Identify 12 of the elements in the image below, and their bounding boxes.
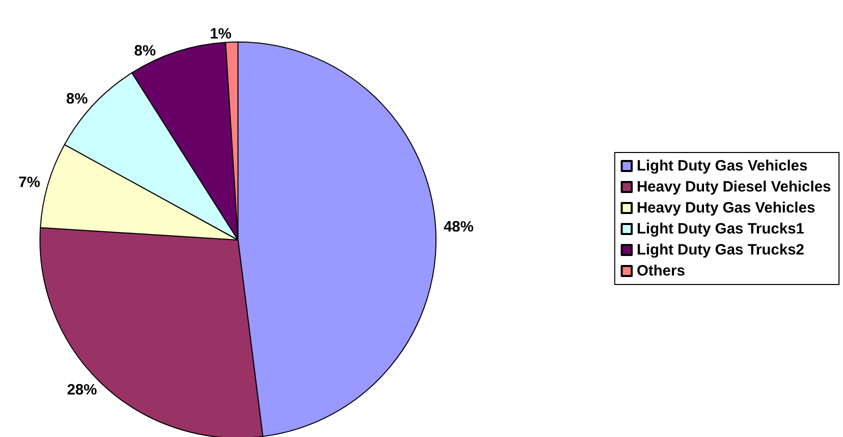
legend-label: Light Duty Gas Trucks2	[636, 242, 804, 258]
legend-label: Heavy Duty Diesel Vehicles	[636, 178, 832, 196]
data-label: 48%	[444, 218, 474, 236]
data-label: 28%	[66, 382, 97, 399]
data-label: 1%	[210, 26, 232, 43]
data-label: 8%	[134, 42, 156, 60]
legend-label: Heavy Duty Gas Vehicles	[636, 200, 816, 216]
legend-label: Others	[636, 262, 686, 280]
legend-label: Light Duty Gas Vehicles	[636, 158, 808, 174]
legend-label: Light Duty Gas Trucks1	[636, 220, 804, 238]
data-label: 7%	[18, 174, 40, 192]
data-label: 8%	[66, 90, 88, 108]
